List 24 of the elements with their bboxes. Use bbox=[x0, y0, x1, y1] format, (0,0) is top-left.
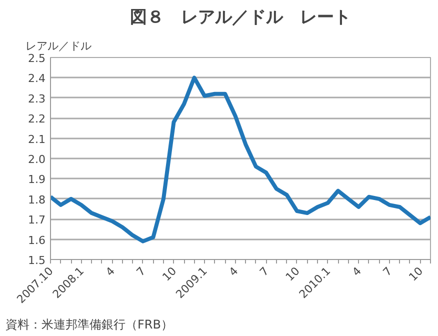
chart-title: 図８ レアル／ドル レート bbox=[130, 8, 351, 28]
y-tick-label: 1.6 bbox=[28, 234, 46, 247]
y-tick-label: 2.0 bbox=[28, 153, 46, 166]
x-tick-label: 10 bbox=[406, 264, 426, 284]
y-tick-label: 1.9 bbox=[28, 173, 46, 186]
x-tick-label: 7 bbox=[134, 264, 148, 279]
y-tick-label: 2.5 bbox=[28, 52, 46, 65]
x-tick-label: 7 bbox=[380, 264, 395, 279]
y-tick-label: 2.1 bbox=[28, 132, 46, 146]
y-axis-title: レアル／ドル bbox=[26, 40, 92, 52]
x-tick-label: 4 bbox=[226, 264, 241, 279]
y-tick-label: 2.3 bbox=[28, 92, 46, 106]
y-tick-label: 1.7 bbox=[28, 214, 46, 227]
x-tick-label: 4 bbox=[350, 264, 364, 279]
y-tick-label: 2.2 bbox=[28, 112, 46, 126]
y-tick-label: 2.4 bbox=[28, 72, 46, 86]
y-tick-label: 1.5 bbox=[28, 254, 46, 267]
line-series bbox=[50, 76, 430, 244]
x-tick-label: 7 bbox=[257, 264, 272, 279]
x-tick-label: 4 bbox=[103, 264, 118, 279]
x-tick-label: 10 bbox=[160, 264, 180, 284]
x-tick-label: 10 bbox=[283, 264, 302, 284]
y-tick-label: 1.8 bbox=[28, 193, 46, 206]
text: 資料：米連邦準備銀行（FRB） bbox=[6, 318, 173, 332]
